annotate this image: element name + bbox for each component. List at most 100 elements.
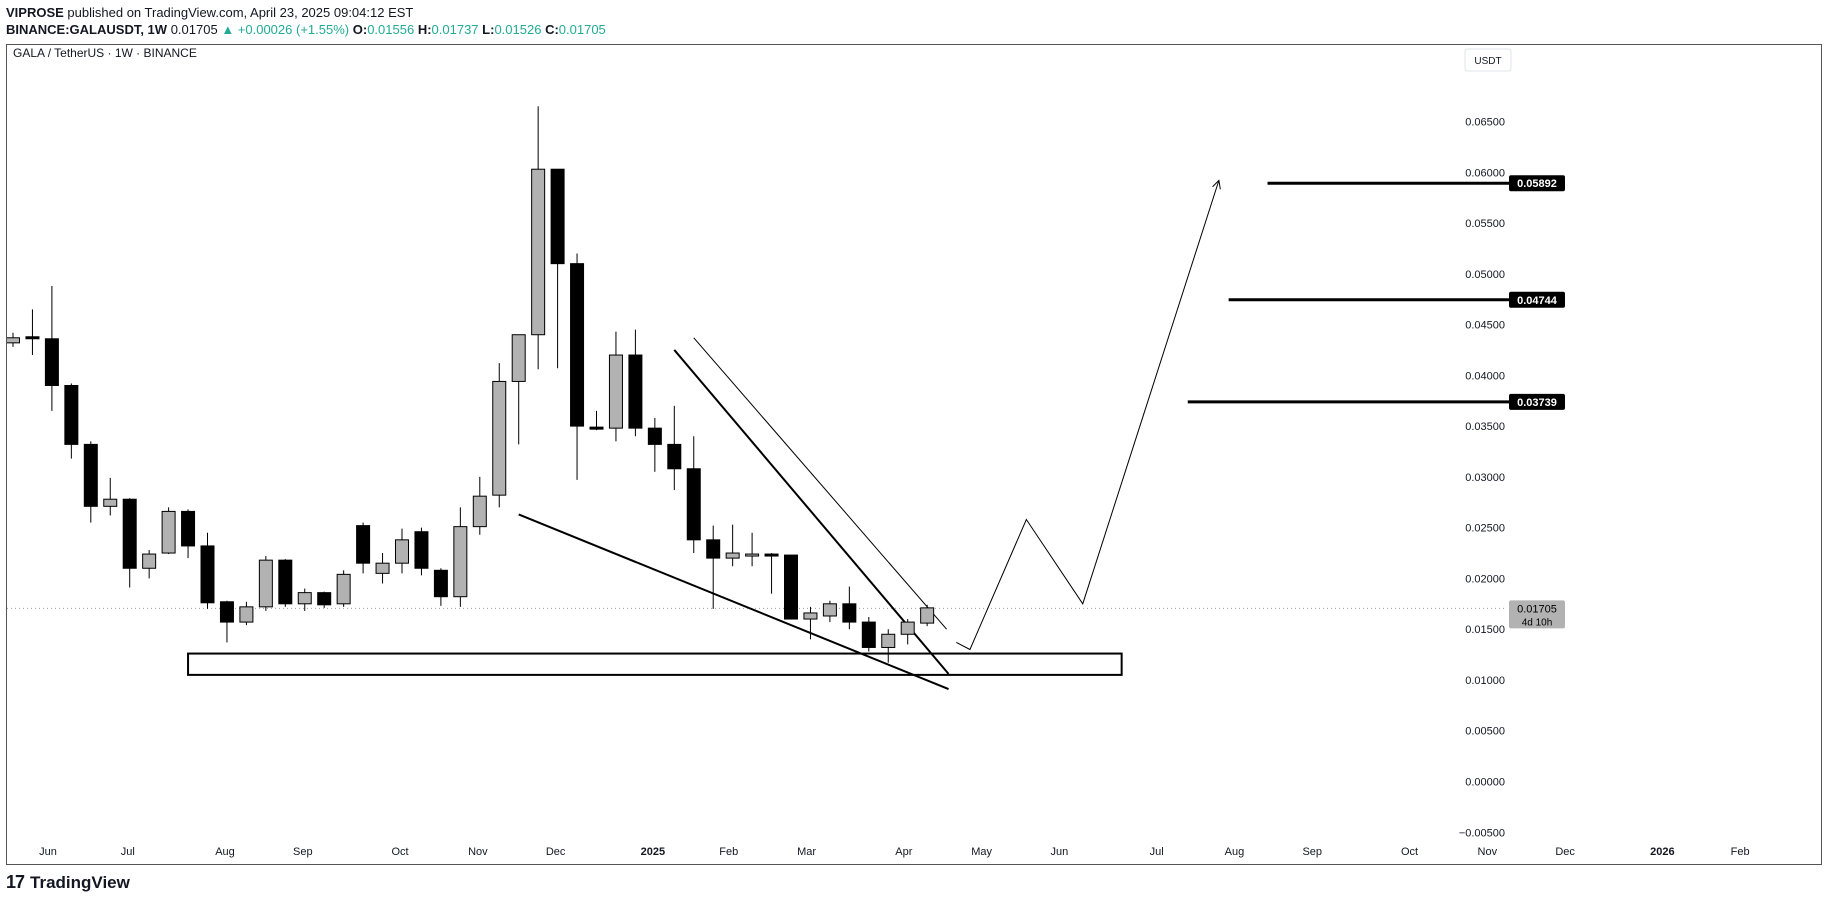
last-price: 0.01705 <box>170 22 218 37</box>
candle-body <box>725 552 740 559</box>
candle-body <box>25 336 40 340</box>
candle-body <box>356 525 371 564</box>
close-label: C: <box>545 22 559 37</box>
chart-title: GALA / TetherUS · 1W · BINANCE <box>13 46 197 60</box>
candle-body <box>122 498 137 569</box>
trendline-falling-wedge-upper <box>673 349 950 675</box>
candle-body <box>181 510 196 547</box>
x-tick-label: Feb <box>719 846 738 858</box>
y-tick-label: 0.01000 <box>1465 675 1505 687</box>
projection-path <box>956 180 1220 651</box>
tradingview-brand[interactable]: TradingView <box>30 872 130 892</box>
candle-body <box>142 553 157 569</box>
x-tick-label: Nov <box>1478 846 1498 858</box>
x-tick-label: May <box>971 846 992 858</box>
candle-body <box>745 553 760 557</box>
support-zone <box>187 652 1123 676</box>
projection-arrowhead-icon <box>1212 179 1221 190</box>
trendline-falling-wedge-lower <box>518 513 949 691</box>
y-tick-label: 0.00500 <box>1465 726 1505 738</box>
currency-label: USDT <box>1474 56 1501 67</box>
candle-body <box>822 603 837 617</box>
candle-body <box>103 498 118 507</box>
candle-body <box>433 569 448 598</box>
candle-body <box>492 380 507 496</box>
currency-box <box>1464 48 1512 72</box>
tradingview-logo-icon[interactable]: 17 <box>6 872 25 892</box>
published-text: published on TradingView.com, April 23, … <box>67 5 414 20</box>
x-tick-label: Nov <box>468 846 488 858</box>
ohlc-line: BINANCE:GALAUSDT, 1W 0.01705 ▲ +0.00026 … <box>6 21 606 38</box>
candle-body <box>258 559 273 608</box>
candle-body <box>686 468 701 541</box>
candle-body <box>550 168 565 265</box>
y-tick-label: 0.02000 <box>1465 573 1505 585</box>
tradingview-footer: 17 TradingView <box>6 872 130 893</box>
candle-body <box>64 384 79 445</box>
candle-body <box>414 531 429 569</box>
target-level-label: 0.04744 <box>1517 295 1558 307</box>
candle-body <box>706 539 721 559</box>
target-level-badge <box>1509 175 1565 192</box>
y-tick-label: 0.02500 <box>1465 523 1505 535</box>
candle-body <box>472 495 487 528</box>
x-tick-label: Feb <box>1731 846 1750 858</box>
candle-body <box>200 545 215 604</box>
x-tick-label: Jun <box>39 846 57 858</box>
trendline-channel-upper <box>693 337 947 630</box>
open-label: O: <box>352 22 368 37</box>
candle-body <box>647 427 662 445</box>
candle-body <box>336 573 351 605</box>
candle-body <box>589 426 604 430</box>
symbol-label: BINANCE:GALAUSDT, 1W <box>6 22 168 37</box>
candle-body <box>803 612 818 620</box>
publish-line: VIPROSE published on TradingView.com, Ap… <box>6 4 606 21</box>
y-tick-label: 0.05000 <box>1465 269 1505 281</box>
target-level-label: 0.03739 <box>1517 397 1557 409</box>
candle-body <box>317 592 332 606</box>
y-tick-label: 0.04500 <box>1465 320 1505 332</box>
current-price-label: 0.01705 <box>1517 603 1557 615</box>
x-tick-label: Mar <box>797 846 816 858</box>
chart-frame[interactable]: GALA / TetherUS · 1W · BINANCE USDT 0.0650… <box>6 44 1822 865</box>
candle-body <box>881 633 896 648</box>
candle-body <box>920 607 935 624</box>
candle-body <box>570 263 585 427</box>
candle-body <box>764 553 779 557</box>
candle-body <box>375 562 390 574</box>
candle-body <box>628 354 643 429</box>
chart-canvas[interactable]: GALA / TetherUS · 1W · BINANCE USDT 0.0650… <box>7 45 1821 864</box>
candle-body <box>7 337 20 344</box>
candle-body <box>453 526 468 598</box>
low-value: 0.01526 <box>494 22 542 37</box>
candle-body <box>239 606 254 623</box>
open-value: 0.01556 <box>367 22 415 37</box>
target-level-badge <box>1509 393 1565 410</box>
y-tick-label: 0.00000 <box>1465 777 1505 789</box>
x-tick-label: Aug <box>215 846 235 858</box>
candle-body <box>608 354 623 429</box>
current-price-badge <box>1509 600 1565 629</box>
x-tick-label: Dec <box>546 846 566 858</box>
x-tick-label: Sep <box>293 846 313 858</box>
y-tick-label: 0.01500 <box>1465 624 1505 636</box>
close-value: 0.01705 <box>558 22 606 37</box>
x-tick-label: 2026 <box>1650 846 1674 858</box>
x-tick-label: Jul <box>1150 846 1164 858</box>
x-tick-label: Jul <box>121 846 135 858</box>
candle-body <box>219 601 234 623</box>
x-tick-label: Dec <box>1555 846 1575 858</box>
candle-body <box>83 443 98 507</box>
candle-body <box>667 443 682 470</box>
x-tick-label: Apr <box>895 846 912 858</box>
candle-body <box>44 338 59 386</box>
candle-body <box>297 592 312 605</box>
y-tick-label: −0.00500 <box>1459 827 1505 839</box>
price-change: ▲ +0.00026 (+1.55%) <box>221 22 350 37</box>
author-name[interactable]: VIPROSE <box>6 5 64 20</box>
y-tick-label: 0.06000 <box>1465 167 1505 179</box>
high-value: 0.01737 <box>431 22 479 37</box>
candle-body <box>511 334 526 382</box>
candle-body <box>861 621 876 648</box>
y-tick-label: 0.03500 <box>1465 421 1505 433</box>
